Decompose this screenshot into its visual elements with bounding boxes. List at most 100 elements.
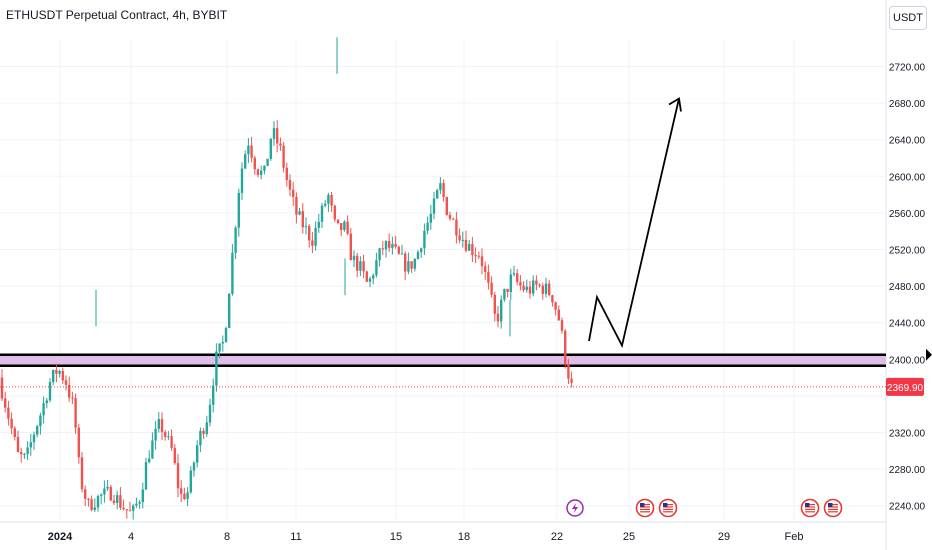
candle-body: [266, 158, 269, 166]
candle-body: [557, 309, 560, 321]
us-flag-icon: [800, 498, 820, 518]
candle-body: [100, 494, 103, 496]
flag-stripe: [805, 511, 815, 513]
candle-body: [90, 499, 93, 510]
candle-body: [247, 145, 250, 155]
candle-body: [570, 378, 573, 383]
candle-body: [170, 436, 173, 448]
flag-canton: [640, 503, 645, 507]
candle-body: [375, 260, 378, 276]
candle-body: [519, 281, 522, 286]
flag-canton: [828, 503, 833, 507]
candle-body: [13, 428, 16, 437]
candle-body: [525, 286, 528, 291]
flag-stripe: [663, 504, 673, 506]
candle-body: [311, 240, 314, 246]
candle-body: [144, 462, 148, 490]
candle-body: [477, 255, 480, 257]
last-price-label: 2369.90: [887, 383, 924, 394]
candle-body: [112, 500, 116, 503]
candle-body: [186, 492, 189, 499]
candle-body: [391, 243, 394, 248]
candle-body: [503, 288, 506, 300]
price-tick-label: 2720.00: [889, 63, 926, 74]
time-tick-label: 29: [718, 531, 730, 543]
candle-body: [410, 261, 413, 269]
flag-canton: [805, 503, 810, 507]
candle-body: [180, 488, 183, 494]
candle-body: [528, 286, 532, 294]
price-tick-label: 2280.00: [889, 465, 926, 476]
candle-body: [372, 275, 375, 279]
candle-body: [48, 382, 52, 401]
flag-stripe: [828, 504, 838, 506]
price-tick-label: 2440.00: [889, 319, 926, 330]
candle-body: [68, 384, 71, 398]
candle-body: [23, 453, 26, 455]
candle-body: [279, 143, 282, 146]
candle-body: [304, 226, 308, 228]
last-price-tag: [886, 377, 924, 396]
flag-stripe: [663, 511, 673, 513]
price-tick-label: 2240.00: [889, 502, 926, 513]
candle-body: [128, 510, 132, 512]
candle-body: [493, 294, 496, 314]
price-tick-label: 2320.00: [889, 429, 926, 440]
time-tick-label: Feb: [785, 531, 804, 543]
candle-body: [250, 145, 253, 158]
candle-body: [42, 403, 45, 416]
candle-body: [61, 370, 64, 381]
currency-button[interactable]: USDT: [889, 6, 927, 30]
candle-body: [522, 285, 525, 291]
candle-body: [260, 170, 263, 175]
candle-body: [80, 457, 84, 490]
candle-body: [55, 369, 58, 374]
candle-body: [512, 273, 516, 275]
candle-body: [292, 189, 295, 197]
candle-body: [516, 273, 519, 282]
candle-body: [330, 194, 333, 206]
candle-body: [388, 241, 391, 248]
candle-body: [548, 283, 551, 296]
candle-body: [288, 180, 292, 190]
candle-body: [461, 239, 464, 241]
support-zone: [0, 354, 886, 366]
candle-body: [87, 498, 90, 500]
candle-body: [404, 253, 407, 272]
candle-body: [135, 503, 138, 506]
flag-stripe: [640, 511, 650, 513]
candle-body: [237, 192, 240, 228]
candle-body: [365, 271, 368, 282]
candle-body: [4, 398, 7, 408]
candle-body: [436, 190, 439, 199]
candle-body: [458, 235, 461, 241]
candle-body: [394, 243, 397, 247]
candle-body: [253, 157, 256, 170]
candle-body: [452, 218, 455, 220]
candle-body: [500, 299, 503, 322]
candle-body: [148, 458, 151, 463]
candle-body: [74, 398, 77, 428]
candle-body: [295, 196, 298, 215]
candle-body: [464, 239, 468, 251]
candle-body: [125, 509, 128, 511]
candle-body: [234, 227, 237, 253]
candle-body: [487, 271, 490, 283]
candle-body: [16, 436, 20, 452]
candle-body: [544, 283, 548, 294]
time-tick-label: 15: [390, 531, 402, 543]
candle-body: [554, 302, 557, 310]
candle-body: [58, 370, 61, 374]
time-tick-label: 25: [623, 531, 635, 543]
candle-body: [484, 266, 487, 272]
flag-stripe: [640, 508, 650, 510]
candle-body: [381, 248, 384, 250]
candle-body: [173, 447, 176, 464]
candle-body: [445, 197, 448, 216]
flag-stripe: [805, 508, 815, 510]
candle-body: [471, 243, 474, 256]
candle-body: [420, 248, 423, 253]
candle-body: [71, 397, 74, 399]
candle-body: [439, 183, 442, 191]
